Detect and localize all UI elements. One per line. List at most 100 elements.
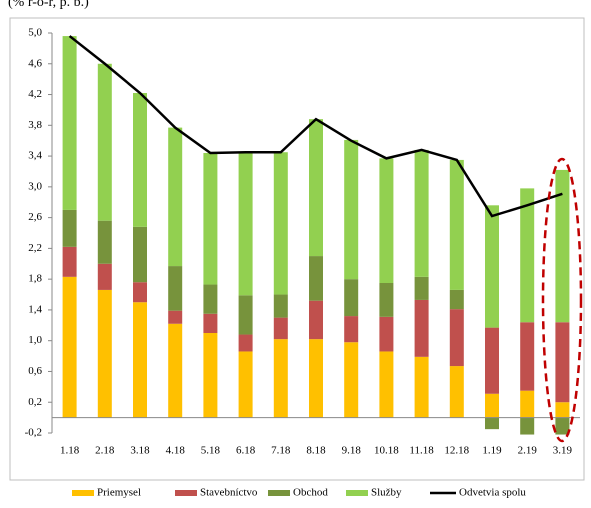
bar-segment (62, 246, 77, 277)
x-tick-label: 1.18 (60, 445, 80, 457)
x-tick-label: 11.18 (409, 445, 434, 457)
x-tick-label: 8.18 (306, 445, 326, 457)
bar-segment (344, 139, 359, 280)
y-tick-label: 5,0 (28, 27, 42, 39)
bar-segment (62, 276, 77, 418)
bar-segment (309, 119, 323, 257)
y-tick-label: 4,6 (28, 57, 42, 69)
y-tick-label: 0,2 (28, 396, 42, 408)
bar-segment (203, 153, 218, 285)
bar-segment (203, 284, 218, 314)
bar-segment (379, 351, 394, 418)
bar-segment (238, 351, 253, 418)
x-tick-label: 5.18 (201, 445, 221, 457)
bar-segment (62, 209, 77, 247)
bar-segment (344, 342, 359, 418)
bar-segment (555, 417, 570, 435)
bar-segment (133, 302, 147, 418)
bar-segment (97, 263, 112, 290)
x-tick-label: 1.19 (482, 445, 502, 457)
bar-segment (520, 417, 535, 435)
y-tick-label: 3,8 (28, 119, 42, 131)
y-tick-label: 1,8 (28, 273, 42, 285)
bar-segment (485, 327, 499, 394)
bar-segment (97, 220, 112, 264)
bar-segment (133, 93, 147, 227)
y-tick-label: 3,0 (28, 180, 42, 192)
bar-segment (555, 402, 570, 418)
bar-segment (273, 317, 288, 340)
y-tick-label: 2,6 (28, 211, 42, 223)
y-tick-label: 3,4 (28, 150, 42, 162)
bar-segment (168, 323, 183, 418)
chart-subtitle: (% r-o-r, p. b.) (8, 0, 89, 10)
total-line (68, 35, 563, 218)
legend-swatch (268, 490, 290, 496)
y-tick-label: 1,0 (28, 334, 42, 346)
y-tick-label: -0,2 (25, 427, 42, 439)
bar-segment (485, 393, 499, 418)
bar-segment (203, 313, 218, 333)
bar-segment (449, 366, 464, 418)
legend-label: Služby (371, 487, 402, 499)
bar-segment (168, 310, 183, 324)
bar-segment (485, 417, 499, 430)
bar-segment (555, 169, 570, 323)
bar-segment (273, 294, 288, 318)
legend-swatch (175, 490, 197, 496)
bar-segment (133, 282, 147, 303)
bar-segment (379, 283, 394, 317)
bar-segment (520, 390, 535, 418)
legend-label: Stavebníctvo (200, 487, 258, 499)
bar-segment (344, 316, 359, 343)
y-tick-label: 1,4 (28, 303, 42, 315)
x-tick-label: 2.18 (95, 445, 115, 457)
bar-segment (449, 289, 464, 310)
highlight-ellipse (541, 157, 583, 443)
bar-segment (309, 256, 323, 301)
bar-segment (97, 63, 112, 221)
x-tick-label: 2.19 (518, 445, 538, 457)
legend-label: Odvetvia spolu (459, 487, 526, 499)
bar-segment (203, 333, 218, 418)
bar-segment (414, 356, 429, 418)
bar-segment (449, 309, 464, 367)
bar-segment (62, 36, 77, 210)
bar-segment (520, 188, 535, 323)
x-tick-label: 3.19 (553, 445, 573, 457)
y-tick-label: 4,2 (28, 88, 42, 100)
bar-segment (379, 316, 394, 352)
bar-segment (449, 159, 464, 290)
bar-segment (344, 279, 359, 317)
y-tick-label: 2,2 (28, 242, 42, 254)
bar-segment (520, 322, 535, 391)
bar-segment (273, 152, 288, 295)
bar-segment (238, 295, 253, 335)
x-tick-label: 10.18 (374, 445, 399, 457)
x-tick-label: 12.18 (444, 445, 469, 457)
bar-segment (273, 339, 288, 418)
bar-segment (414, 299, 429, 357)
x-tick-label: 7.18 (271, 445, 291, 457)
legend-label: Obchod (293, 487, 328, 499)
bar-segment (133, 226, 147, 283)
bar-segment (485, 205, 499, 328)
x-tick-label: 9.18 (342, 445, 362, 457)
legend-label: Priemysel (97, 487, 141, 499)
bar-segment (414, 276, 429, 300)
bar-segment (168, 266, 183, 311)
y-tick-label: 0,6 (28, 365, 42, 377)
x-tick-label: 6.18 (236, 445, 256, 457)
legend-swatch (72, 490, 94, 496)
bar-segment (555, 322, 570, 403)
bar-segment (168, 127, 183, 267)
x-tick-label: 4.18 (166, 445, 186, 457)
bar-segment (309, 300, 323, 340)
bar-segment (309, 339, 323, 418)
bar-segment (414, 149, 429, 277)
bar-segment (238, 152, 253, 296)
legend-swatch (346, 490, 368, 496)
x-tick-label: 3.18 (130, 445, 150, 457)
bar-segment (238, 334, 253, 352)
